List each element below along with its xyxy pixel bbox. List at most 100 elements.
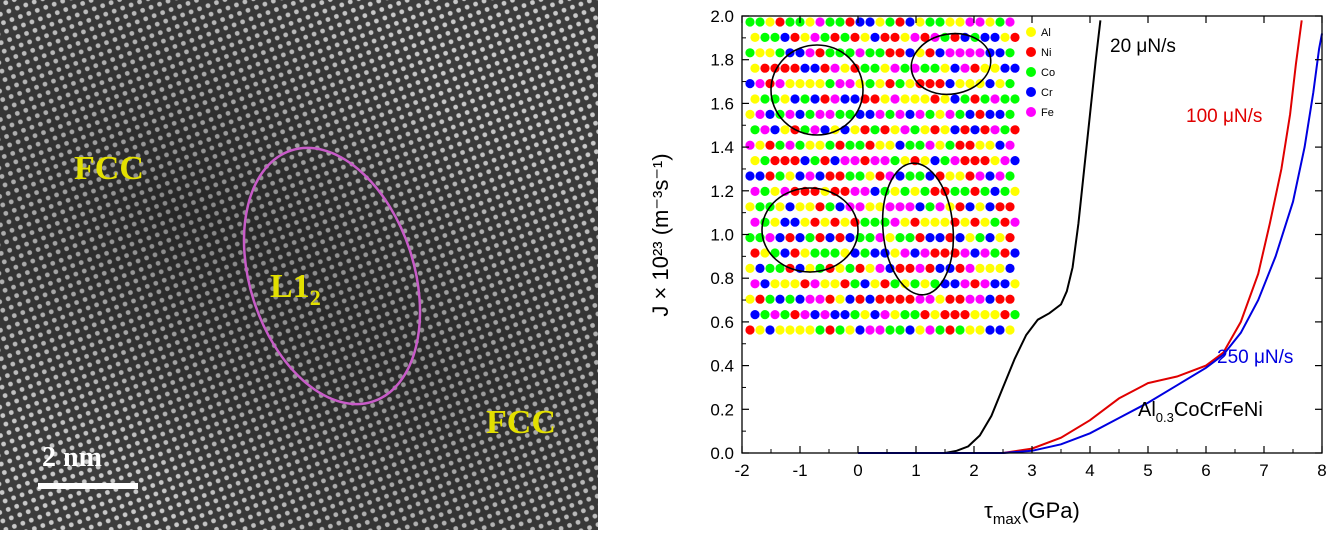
inset-atom <box>1000 32 1010 43</box>
inset-atom <box>885 202 895 212</box>
inset-atom <box>905 17 915 27</box>
inset-atom <box>1000 125 1010 135</box>
inset-atom <box>945 48 955 58</box>
inset-atom <box>815 171 825 181</box>
inset-atom <box>925 171 935 181</box>
inset-atom <box>860 279 870 289</box>
inset-atom <box>750 94 760 104</box>
inset-atom <box>895 233 905 243</box>
inset-atom <box>930 94 940 104</box>
y-tick-label: 0.8 <box>710 269 734 288</box>
inset-atom <box>785 109 795 119</box>
inset-atom <box>875 294 885 304</box>
inset-atom <box>1000 63 1010 73</box>
inset-atom <box>915 109 925 119</box>
inset-atom <box>940 156 950 166</box>
inset-atom <box>920 310 930 320</box>
inset-atom <box>970 248 980 258</box>
inset-atom <box>995 325 1005 335</box>
inset-atom <box>970 217 980 227</box>
inset-atom <box>815 325 825 335</box>
inset-atom <box>855 263 865 273</box>
inset-atom <box>860 310 870 320</box>
inset-atom <box>885 325 895 335</box>
inset-atom <box>825 17 835 27</box>
inset-atom <box>1005 263 1015 273</box>
inset-atom <box>885 109 895 119</box>
inset-atom <box>755 294 765 304</box>
inset-atom <box>855 48 865 58</box>
inset-atom <box>890 156 900 166</box>
inset-atom <box>1000 94 1010 104</box>
inset-atom <box>915 17 925 27</box>
x-tick-label: -1 <box>792 461 807 480</box>
inset-atom <box>960 217 970 227</box>
inset-atom <box>845 140 855 150</box>
inset-atom <box>775 79 785 89</box>
inset-atom <box>755 202 765 212</box>
y-tick-label: 1.4 <box>710 138 734 157</box>
y-tick-label: 2.0 <box>710 7 734 26</box>
inset-atom <box>910 125 920 135</box>
inset-atom <box>990 279 1000 289</box>
inset-atom <box>895 48 905 58</box>
inset-atom <box>935 109 945 119</box>
inset-atom <box>775 171 785 181</box>
inset-atom <box>995 48 1005 58</box>
inset-atom <box>955 17 965 27</box>
inset-atom <box>1000 217 1010 227</box>
inset-atom <box>935 294 945 304</box>
inset-atom <box>755 171 765 181</box>
inset-atom <box>965 325 975 335</box>
inset-atom <box>865 263 875 273</box>
inset-atom <box>830 32 840 43</box>
annotation-100: 100 μN/s <box>1186 106 1262 127</box>
inset-atom <box>1005 109 1015 119</box>
legend-swatch-ni <box>1026 47 1036 57</box>
inset-atom <box>800 279 810 289</box>
inset-atom <box>750 279 760 289</box>
inset-atom <box>765 294 775 304</box>
inset-atom <box>910 248 920 258</box>
inset-atom <box>960 125 970 135</box>
x-tick-label: 7 <box>1259 461 1268 480</box>
inset-atom <box>925 109 935 119</box>
inset-atom <box>750 156 760 166</box>
inset-atom <box>835 140 845 150</box>
inset-atom <box>850 63 860 73</box>
inset-atom <box>980 94 990 104</box>
inset-atom <box>1010 94 1020 104</box>
inset-atom <box>900 279 910 289</box>
axis-ticks <box>741 15 1323 454</box>
inset-atom <box>975 325 985 335</box>
inset-atom <box>820 310 830 320</box>
inset-atom <box>785 325 795 335</box>
inset-atom <box>885 17 895 27</box>
inset-atom <box>990 156 1000 166</box>
inset-atom <box>760 279 770 289</box>
inset-atom <box>800 310 810 320</box>
inset-atom <box>870 248 880 258</box>
inset-atom <box>810 156 820 166</box>
inset-atom <box>965 171 975 181</box>
inset-atom <box>955 202 965 212</box>
inset-atom <box>990 63 1000 73</box>
inset-atom <box>835 294 845 304</box>
inset-atom <box>960 248 970 258</box>
inset-atom <box>795 325 805 335</box>
series-line-2 <box>858 20 1303 454</box>
inset-atom <box>985 171 995 181</box>
inset-atom <box>975 48 985 58</box>
inset-atom <box>790 310 800 320</box>
inset-atom <box>770 32 780 43</box>
inset-atom <box>825 48 835 58</box>
inset-atom <box>745 202 755 212</box>
inset-atom <box>830 63 840 73</box>
inset-atom <box>800 248 810 258</box>
inset-atom <box>900 125 910 135</box>
inset-atom <box>945 79 955 89</box>
inset-atom <box>745 233 755 243</box>
inset-atom <box>995 202 1005 212</box>
inset-atom <box>820 63 830 73</box>
inset-atom <box>1010 310 1020 320</box>
